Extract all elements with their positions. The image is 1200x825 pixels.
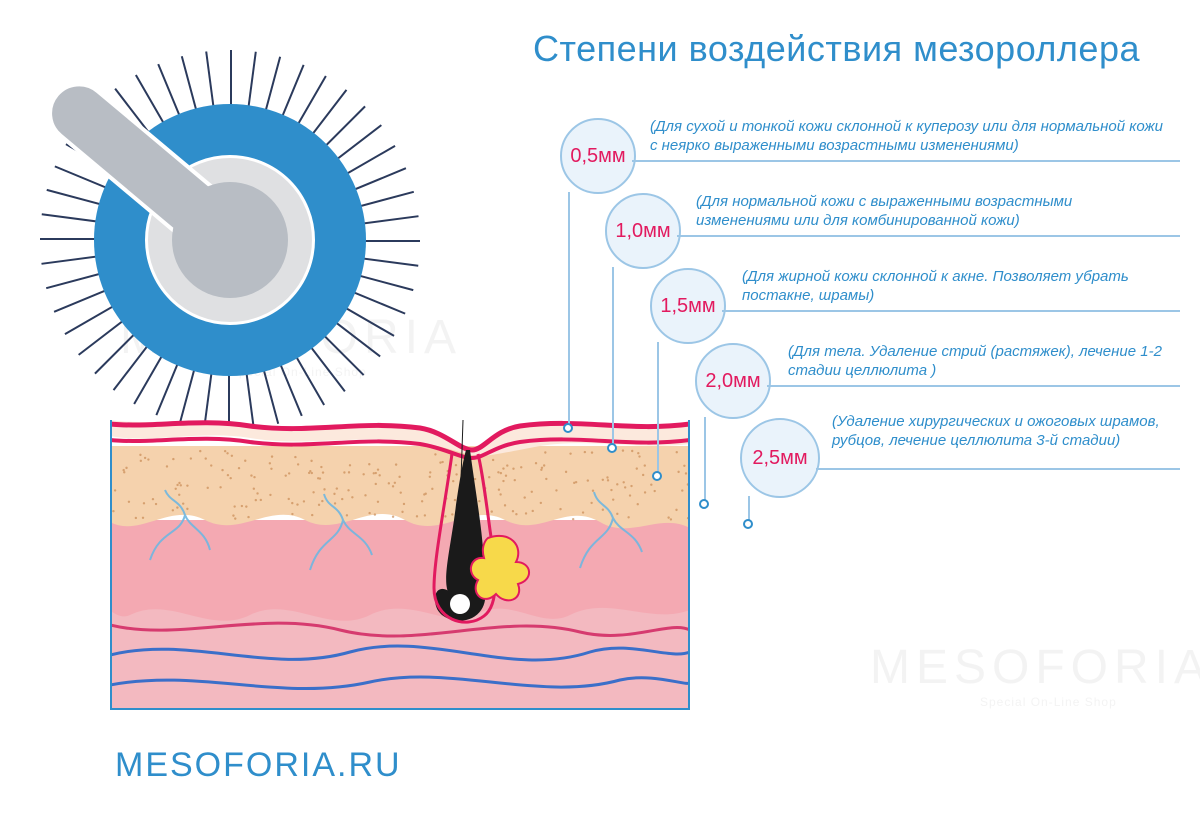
leader-dot <box>699 499 709 509</box>
leader-line <box>568 192 570 428</box>
callout-rule <box>677 235 1180 237</box>
leader-line <box>612 267 614 448</box>
leader-dot <box>607 443 617 453</box>
roller-diagram <box>50 60 410 420</box>
leader-line <box>704 417 706 504</box>
callout-rule <box>767 385 1180 387</box>
depth-bubble-0: 0,5мм <box>560 118 636 194</box>
callout-rule <box>632 160 1180 162</box>
footer-url: MESOFORIA.RU <box>115 746 402 785</box>
leader-dot <box>652 471 662 481</box>
skin-frame <box>110 420 690 710</box>
depth-desc-0: (Для сухой и тонкой кожи склонной к купе… <box>650 118 1170 156</box>
callout-rule <box>722 310 1180 312</box>
leader-dot <box>563 423 573 433</box>
watermark: MESOFORIA <box>870 640 1200 695</box>
depth-bubble-3: 2,0мм <box>695 343 771 419</box>
leader-dot <box>743 519 753 529</box>
watermark-sub: Special On-Line Shop <box>980 695 1117 709</box>
depth-desc-2: (Для жирной кожи склонной к акне. Позвол… <box>742 268 1172 306</box>
depth-bubble-4: 2,5мм <box>740 418 820 498</box>
page-title: Степени воздействия мезороллера <box>533 28 1140 70</box>
callout-rule <box>816 468 1180 470</box>
depth-desc-1: (Для нормальной кожи с выраженными возра… <box>696 193 1166 231</box>
skin-cross-section <box>110 420 690 710</box>
depth-desc-4: (Удаление хирургических и ожоговых шрамо… <box>832 413 1182 451</box>
depth-bubble-1: 1,0мм <box>605 193 681 269</box>
leader-line <box>657 342 659 476</box>
depth-bubble-2: 1,5мм <box>650 268 726 344</box>
depth-desc-3: (Для тела. Удаление стрий (растяжек), ле… <box>788 343 1178 381</box>
roller-disc-inner <box>172 182 288 298</box>
